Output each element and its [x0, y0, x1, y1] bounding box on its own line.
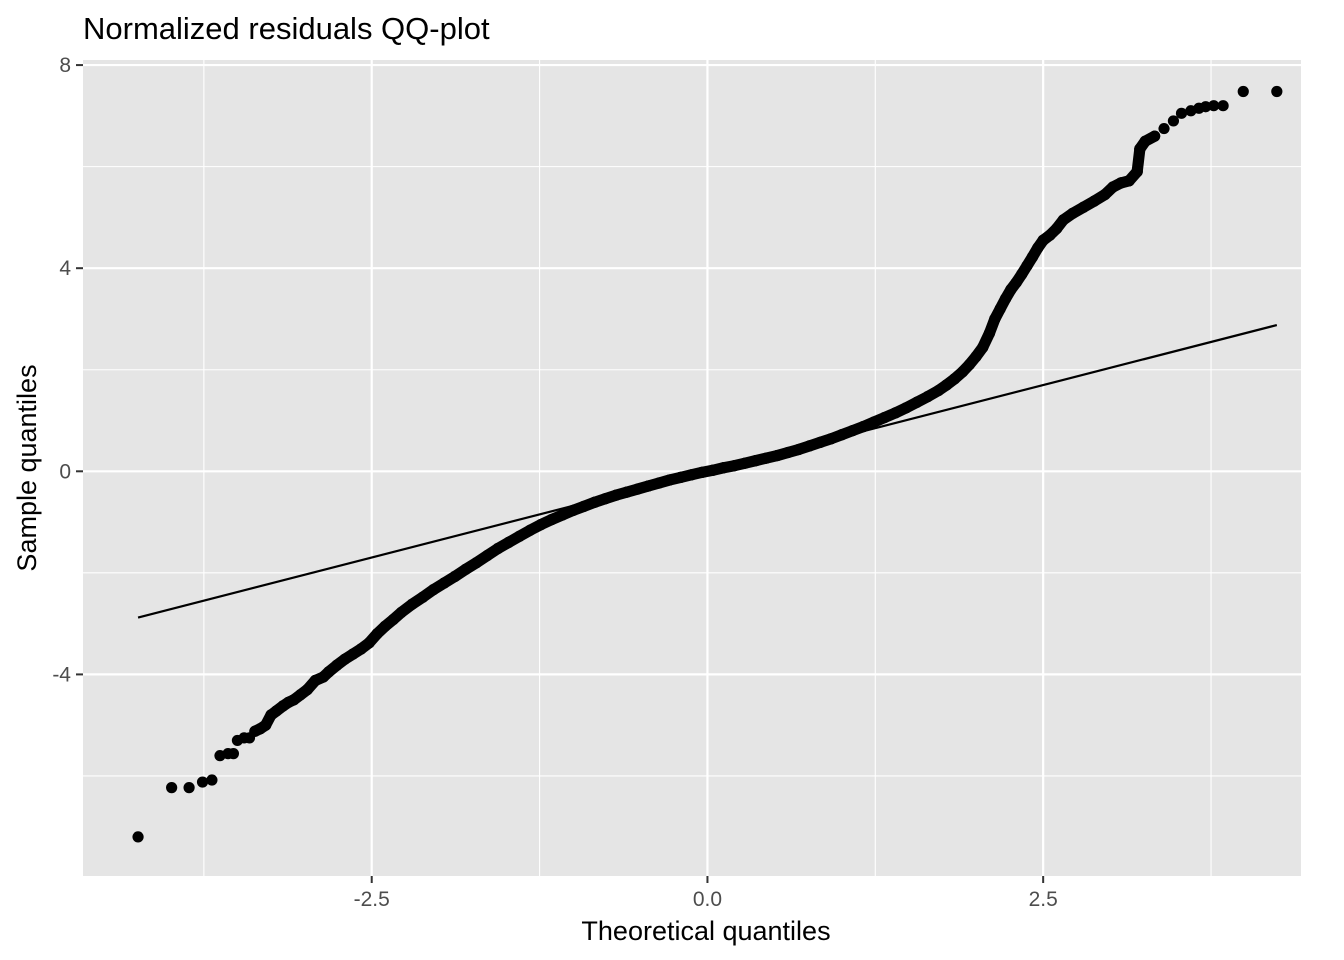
x-axis-title: Theoretical quantiles — [581, 916, 830, 946]
y-axis: -4 0 4 8 — [52, 54, 83, 686]
qq-point — [1271, 85, 1283, 98]
qq-point — [1217, 100, 1229, 112]
qq-point — [1158, 122, 1170, 135]
x-tick-label: 2.5 — [1029, 888, 1058, 911]
x-tick-label: 0.0 — [693, 888, 722, 911]
qq-point — [227, 748, 240, 760]
minor-gridlines — [83, 60, 1301, 876]
sample-points — [132, 85, 1283, 843]
qq-point-band — [1139, 130, 1161, 147]
qq-point — [1237, 85, 1249, 98]
qq-point — [166, 782, 178, 794]
y-tick-label: 8 — [59, 54, 71, 77]
qq-point — [183, 782, 195, 794]
qq-point — [196, 776, 209, 788]
qq-point — [1208, 100, 1220, 112]
reference-line — [137, 323, 1278, 619]
qq-point — [1167, 115, 1180, 127]
chart-title: Normalized residuals QQ-plot — [83, 11, 490, 46]
y-tick-label: 0 — [59, 460, 71, 483]
y-tick-label: -4 — [52, 663, 71, 686]
qq-point — [1175, 107, 1188, 119]
y-tick-label: 4 — [59, 257, 71, 280]
y-axis-title: Sample quantiles — [12, 364, 42, 571]
qq-point — [132, 831, 144, 843]
x-axis: -2.5 0.0 2.5 — [354, 876, 1058, 911]
reference-line-layer — [137, 323, 1278, 619]
x-tick-label: -2.5 — [354, 888, 390, 911]
qq-point — [206, 774, 218, 786]
